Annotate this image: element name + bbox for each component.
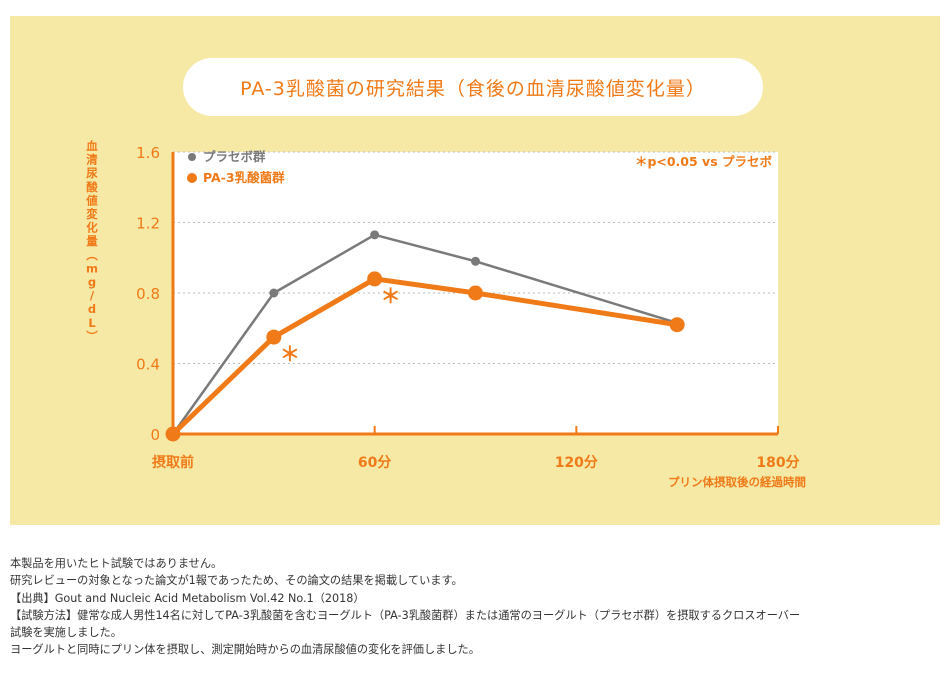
placebo-point — [471, 256, 480, 266]
legend-marker — [188, 153, 196, 161]
x-tick-label: 180分 — [756, 455, 799, 471]
pa3-point — [468, 285, 483, 301]
note-line: 試験を実施しました。 — [10, 626, 122, 640]
y-tick-label: 0.8 — [136, 285, 160, 303]
placebo-point — [370, 230, 380, 240]
note-line: 本製品を用いたヒト試験ではありません。 — [10, 557, 223, 570]
x-tick-label: 60分 — [358, 455, 391, 471]
note-line: 【出典】Gout and Nucleic Acid Metabolism Vol… — [10, 591, 365, 605]
note-line: 【試験方法】健常な成人男性14名に対してPA-3乳酸菌を含むヨーグルト（PA-3… — [10, 608, 801, 622]
legend-label: PA-3乳酸菌群 — [203, 170, 285, 185]
x-axis-title: プリン体摂取後の経過時間 — [668, 475, 806, 489]
pa3-point — [266, 329, 282, 345]
significance-marker: ＊ — [381, 284, 401, 308]
y-tick-label: 0.4 — [136, 356, 160, 374]
y-tick-label: 0 — [150, 426, 160, 444]
chart-title: PA-3乳酸菌の研究結果（食後の血清尿酸値変化量） — [183, 58, 763, 116]
pa3-point — [669, 317, 685, 333]
legend-marker — [187, 173, 197, 183]
pa3-point — [367, 271, 383, 287]
note-line: 研究レビューの対象となった論文が1報であったため、その論文の結果を掲載しています… — [10, 574, 463, 588]
significance-note: ＊p<0.05 vs プラセボ — [635, 154, 773, 169]
y-tick-label: 1.6 — [136, 144, 160, 162]
note-line: ヨーグルトと同時にプリン体を摂取し、測定開始時からの血清尿酸値の変化を評価しまし… — [10, 643, 480, 657]
x-tick-label: 120分 — [555, 455, 598, 471]
y-tick-label: 1.2 — [136, 215, 160, 233]
y-axis-title: 血清尿酸値変化量︵ m g / d L ︶ — [85, 139, 98, 343]
placebo-point — [269, 288, 279, 298]
footnotes: 本製品を用いたヒト試験ではありません。 研究レビューの対象となった論文が1報であ… — [10, 555, 940, 659]
x-tick-label: 摂取前 — [152, 454, 194, 471]
legend-label: プラセボ群 — [203, 149, 266, 164]
significance-marker: ＊ — [280, 342, 300, 366]
pa3-point — [165, 426, 181, 442]
